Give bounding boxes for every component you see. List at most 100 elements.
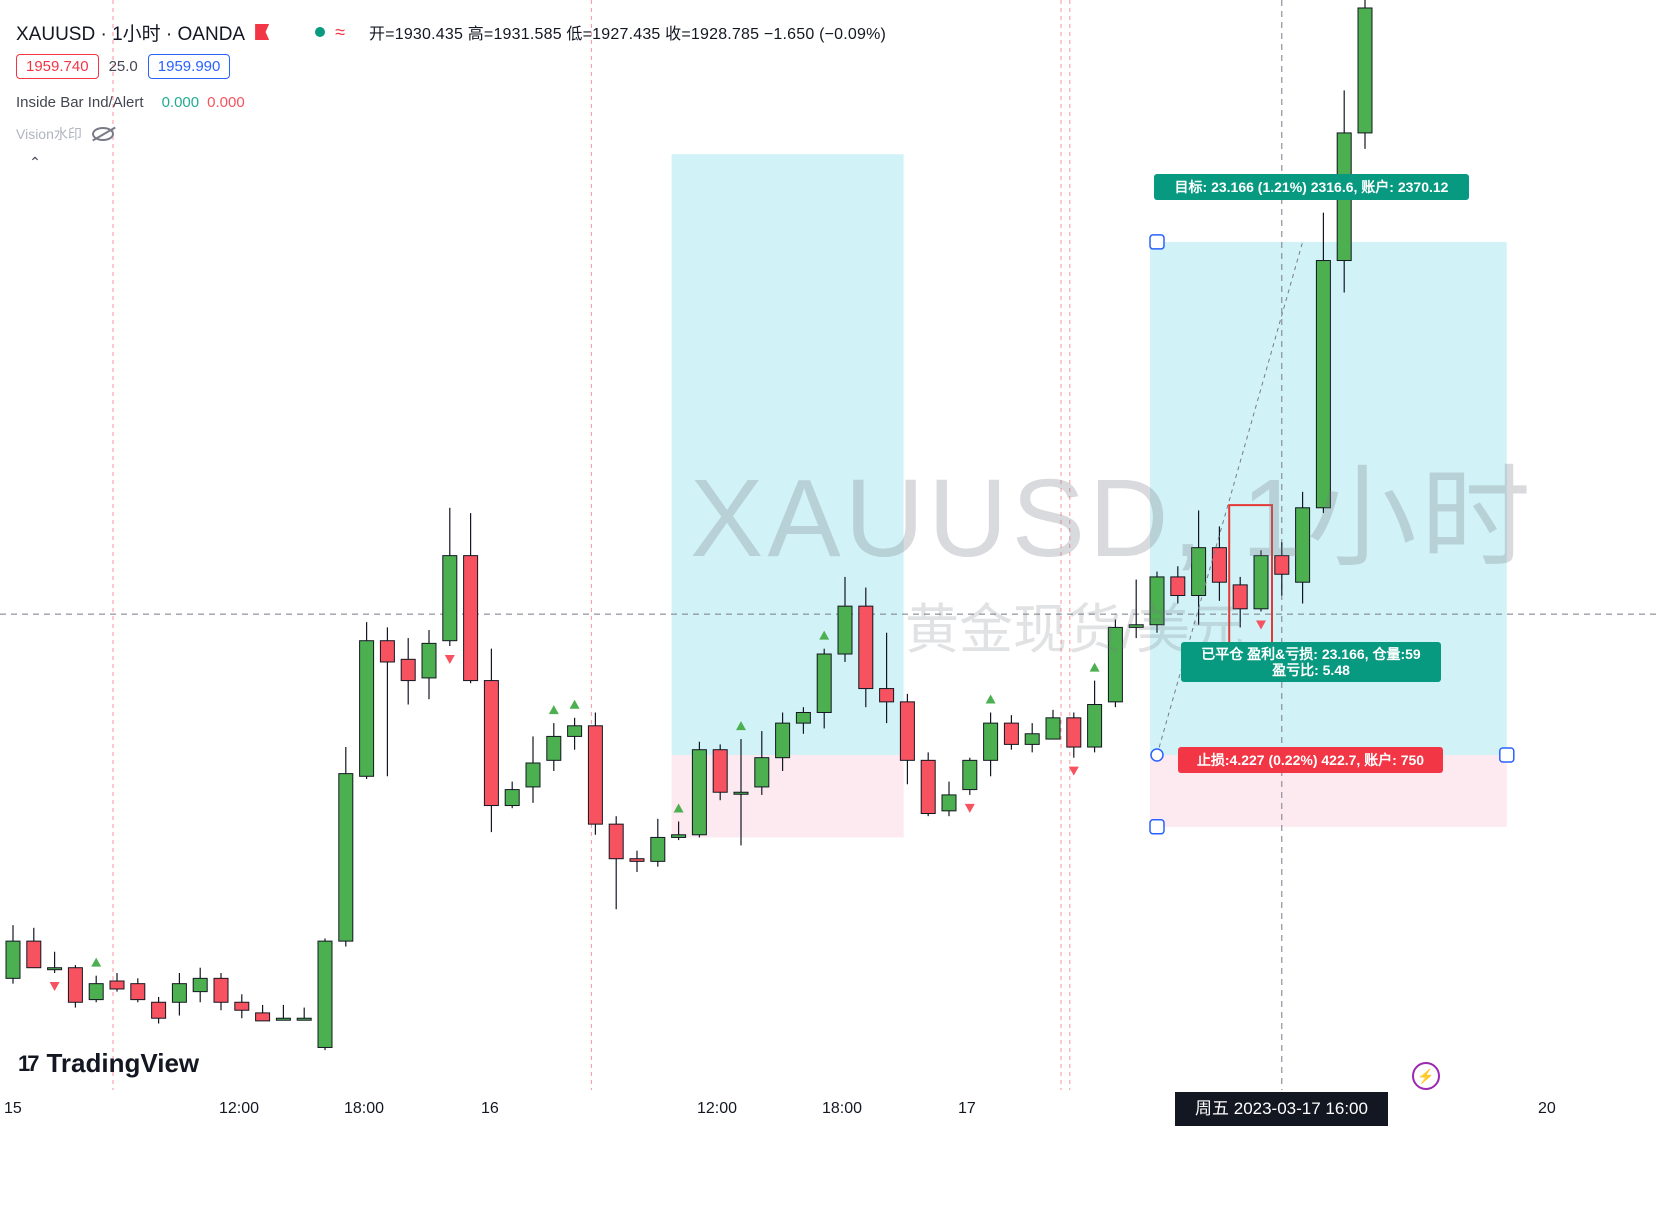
signal-up-marker xyxy=(819,630,830,640)
signal-up-marker xyxy=(985,694,996,704)
candle-down xyxy=(151,1001,167,1019)
stop-loss-label: 止损:4.227 (0.22%) 422.7, 账户: 750 xyxy=(1178,747,1443,773)
candle-up xyxy=(775,722,791,759)
candle-up xyxy=(671,834,687,838)
candle-down xyxy=(1066,717,1082,748)
indicator-legend[interactable]: Inside Bar Ind/Alert 0.000 0.000 xyxy=(16,94,245,111)
candle-down xyxy=(109,980,125,990)
candle-down xyxy=(213,977,229,1003)
candle-down xyxy=(26,940,42,969)
buy-sell-panel: 1959.740 25.0 1959.990 xyxy=(16,54,231,79)
candle-down xyxy=(67,967,83,1003)
collapse-legend-button[interactable]: ⌃ xyxy=(29,154,41,170)
signal-up-marker xyxy=(736,721,746,731)
x-axis-label: 18:00 xyxy=(344,1100,385,1117)
candle-up xyxy=(567,725,583,737)
market-status-icon xyxy=(315,27,326,37)
candle-up xyxy=(1295,507,1311,583)
candle-up xyxy=(504,789,520,807)
candle-down xyxy=(1274,555,1290,575)
candle-up xyxy=(47,967,63,971)
signal-down-marker xyxy=(444,655,455,665)
closed-line-1: 已平仓 盈利&亏损: 23.166, 仓量:59 xyxy=(1201,646,1421,662)
position-handle xyxy=(1149,234,1165,250)
candle-down xyxy=(1211,547,1227,583)
x-axis-label: 12:00 xyxy=(219,1100,260,1117)
x-axis-label: 12:00 xyxy=(697,1100,738,1117)
lightning-icon[interactable]: ⚡ xyxy=(1412,1062,1440,1090)
indicator-value-up: 0.000 xyxy=(161,94,200,111)
logo-text: TradingView xyxy=(46,1048,200,1078)
candle-up xyxy=(1045,717,1061,740)
candle-up xyxy=(650,836,666,862)
signal-down-marker xyxy=(964,803,975,813)
x-axis-label: 17 xyxy=(958,1100,976,1117)
candle-up xyxy=(275,1017,291,1021)
candle-down xyxy=(629,858,645,862)
position-handle xyxy=(1499,747,1515,763)
candle-down xyxy=(255,1012,271,1022)
candle-down xyxy=(483,680,499,807)
candle-up xyxy=(1357,7,1373,134)
candle-up xyxy=(88,983,104,1001)
candle-up xyxy=(983,722,999,761)
candle-down xyxy=(712,749,728,793)
closed-position-label: 已平仓 盈利&亏损: 23.166, 仓量:59 盈亏比: 5.48 xyxy=(1181,642,1441,682)
ohlc-values: 开=1930.435 高=1931.585 低=1927.435 收=1928.… xyxy=(368,26,887,43)
candle-up xyxy=(816,653,832,713)
indicator-name: Inside Bar Ind/Alert xyxy=(16,94,144,111)
candle-down xyxy=(400,658,416,682)
candle-up xyxy=(421,642,437,679)
crosshair-time-label: 周五 2023-03-17 16:00 xyxy=(1175,1092,1388,1126)
candle-up xyxy=(1024,733,1040,745)
tv-mark-icon: 17 xyxy=(18,1050,40,1076)
candle-down xyxy=(1232,584,1248,610)
symbol-title[interactable]: XAUUSD · 1小时 · OANDA xyxy=(16,23,246,45)
hidden-eye-icon[interactable] xyxy=(91,127,114,141)
signal-up-marker xyxy=(673,803,684,813)
buy-button[interactable]: 1959.990 xyxy=(147,54,231,79)
tradingview-logo[interactable]: 17 TradingView xyxy=(18,1048,199,1079)
candle-up xyxy=(546,735,562,761)
candle-down xyxy=(608,823,624,860)
candle-up xyxy=(5,940,21,979)
legend-header: XAUUSD · 1小时 · OANDA ≈ 开=1930.435 高=1931… xyxy=(16,18,886,46)
candle-up xyxy=(1107,626,1123,703)
candle-up xyxy=(1253,555,1269,610)
signal-up-marker xyxy=(1089,662,1100,672)
candle-up xyxy=(296,1017,312,1021)
x-axis-label: 20 xyxy=(1538,1100,1556,1117)
signal-up-marker xyxy=(91,957,102,967)
signal-up-marker xyxy=(569,699,580,709)
signal-down-marker xyxy=(49,982,60,992)
candle-down xyxy=(463,555,479,682)
candle-up xyxy=(359,640,375,777)
candle-up xyxy=(795,711,811,724)
symbol-watermark: XAUUSD, 1小时 xyxy=(690,457,1535,580)
candle-up xyxy=(754,757,770,788)
spread-value: 25.0 xyxy=(108,58,138,75)
candle-up xyxy=(941,794,957,812)
candle-down xyxy=(234,1001,250,1011)
candle-up xyxy=(1191,547,1207,597)
candle-down xyxy=(1003,722,1019,745)
candle-up xyxy=(1087,704,1103,748)
flag-icon[interactable] xyxy=(255,24,270,40)
candle-up xyxy=(1315,260,1331,509)
candle-down xyxy=(858,605,874,690)
closed-line-2: 盈亏比: 5.48 xyxy=(1272,662,1350,678)
candle-down xyxy=(587,725,603,825)
entry-handle xyxy=(1150,748,1164,762)
candle-up xyxy=(1128,624,1144,628)
candle-up xyxy=(192,977,208,993)
candle-down xyxy=(1170,576,1186,597)
vision-legend[interactable]: Vision水印 xyxy=(16,124,114,144)
sell-button[interactable]: 1959.740 xyxy=(16,54,99,79)
candle-down xyxy=(899,701,915,761)
x-axis-label: 18:00 xyxy=(822,1100,863,1117)
candle-down xyxy=(879,688,895,703)
data-source-icon: ≈ xyxy=(335,21,345,42)
candle-up xyxy=(962,759,978,791)
signal-down-marker xyxy=(1256,620,1266,630)
